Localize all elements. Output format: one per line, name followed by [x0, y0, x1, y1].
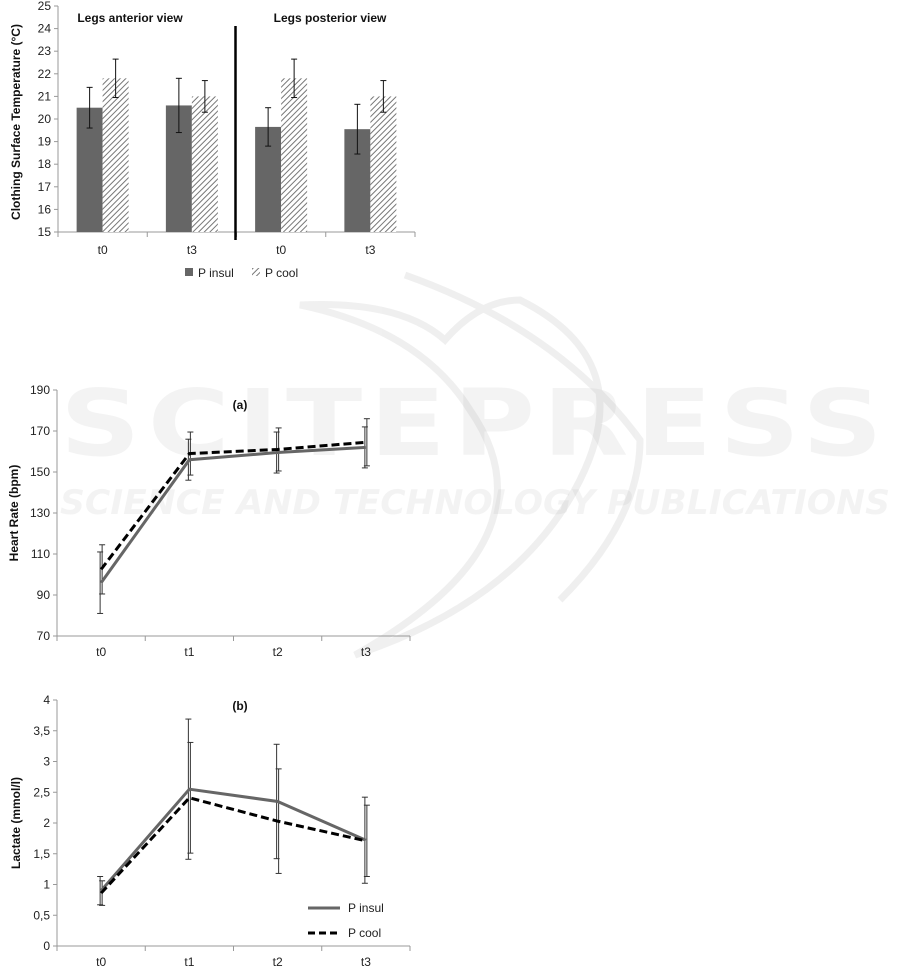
error-bar — [380, 80, 387, 113]
y-tick-label: 16 — [38, 202, 52, 216]
y-tick-label: 90 — [37, 588, 51, 602]
bars — [76, 78, 397, 233]
y-axis-title: Lactate (mmol/l) — [9, 777, 23, 869]
error-bar — [86, 86, 93, 129]
chart-title: (b) — [232, 699, 247, 713]
error-bar — [291, 58, 298, 99]
y-tick-label: 2,5 — [33, 785, 50, 799]
panel-label-anterior: Legs anterior view — [77, 11, 183, 25]
series-line-cool — [100, 796, 367, 895]
error-bar — [175, 77, 182, 134]
heart-rate-line-chart: Heart Rate (bpm) (a) 70 90 110 130 150 170 190… — [7, 383, 411, 659]
legend-swatch-insul — [185, 268, 193, 276]
axes — [53, 389, 411, 641]
y-tick-label: 15 — [38, 225, 52, 239]
y-tick-label: 19 — [38, 135, 52, 149]
error-bar — [201, 80, 208, 113]
bar-cool — [102, 78, 129, 232]
y-tick-label: 17 — [38, 180, 52, 194]
x-tick-label: t1 — [184, 955, 194, 969]
y-tick-label: 1 — [43, 878, 50, 892]
error-bar — [187, 741, 194, 854]
x-tick-label: t0 — [276, 243, 286, 257]
y-tick-label: 22 — [38, 67, 52, 81]
y-tick-label: 190 — [30, 383, 50, 397]
x-tick-label: t3 — [365, 243, 375, 257]
y-tick-label: 3 — [43, 755, 50, 769]
svg-text:SCIENCE AND TECHNOLOGY PUBLICA: SCIENCE AND TECHNOLOGY PUBLICATIONS — [60, 483, 890, 523]
x-tick-label: t0 — [96, 645, 106, 659]
y-axis-title: Heart Rate (bpm) — [7, 465, 21, 562]
y-tick-label: 3,5 — [33, 724, 50, 738]
clothing-temperature-bar-chart: Clothing Surface Temperature (°C) Legs a… — [9, 0, 416, 280]
x-tick-label: t0 — [96, 955, 106, 969]
y-tick-label: 130 — [30, 506, 50, 520]
error-bars — [97, 718, 370, 906]
legend-label-insul: P insul — [198, 266, 234, 280]
y-tick-label: 2 — [43, 816, 50, 830]
y-tick-label: 21 — [38, 89, 52, 103]
legend-swatch-cool — [252, 268, 260, 276]
tick-labels: 70 90 110 130 150 170 190 t0 t1 t2 t3 — [30, 383, 371, 659]
panel-label-posterior: Legs posterior view — [274, 11, 387, 25]
y-tick-label: 110 — [31, 547, 50, 561]
x-tick-label: t2 — [273, 645, 283, 659]
legend-label-insul: P insul — [348, 901, 384, 915]
error-bar — [363, 418, 370, 467]
series-line-insul — [99, 787, 367, 892]
y-tick-label: 23 — [38, 44, 52, 58]
chart-title: (a) — [233, 398, 248, 412]
error-bars — [97, 418, 370, 614]
x-tick-label: t1 — [184, 645, 194, 659]
axes — [53, 699, 411, 951]
bar-cool — [370, 96, 397, 233]
legend-label-cool: P cool — [348, 926, 381, 940]
y-tick-label: 1,5 — [33, 847, 50, 861]
x-tick-label: t3 — [361, 955, 371, 969]
y-tick-label: 18 — [38, 157, 52, 171]
y-tick-label: 150 — [30, 465, 50, 479]
series-lines — [99, 787, 367, 895]
error-bar — [112, 58, 119, 99]
bar-cool — [281, 78, 308, 232]
y-tick-label: 20 — [38, 112, 52, 126]
y-tick-label: 170 — [30, 424, 50, 438]
y-tick-label: 4 — [43, 693, 50, 707]
legend: P insul P cool — [308, 901, 384, 940]
y-tick-label: 0 — [43, 939, 50, 953]
error-bar — [265, 107, 272, 147]
y-axis-title: Clothing Surface Temperature (°C) — [9, 24, 23, 220]
y-tick-label: 0,5 — [33, 908, 50, 922]
error-bar — [354, 103, 361, 155]
series-lines — [99, 440, 366, 584]
bar-cool — [191, 96, 218, 233]
series-line-insul — [99, 445, 366, 584]
x-tick-label: t3 — [361, 645, 371, 659]
legend: P insul P cool — [185, 266, 298, 280]
x-tick-label: t3 — [187, 243, 197, 257]
error-bar — [363, 804, 370, 878]
error-bars — [86, 58, 387, 155]
tick-labels: 15 16 17 18 19 20 21 22 23 24 25 t0 t3 t0 t3 — [38, 0, 376, 257]
lactate-line-chart: Lactate (mmol/l) (b) 0 0,5 1 1,5 2 2,5 3 3,5 4 t0… — [9, 693, 411, 969]
x-tick-label: t0 — [98, 243, 108, 257]
x-tick-label: t2 — [273, 955, 283, 969]
legend-label-cool: P cool — [265, 266, 298, 280]
y-tick-label: 25 — [38, 0, 52, 13]
y-tick-label: 70 — [37, 629, 51, 643]
tick-labels: 0 0,5 1 1,5 2 2,5 3 3,5 4 t0 t1 t2 t3 — [33, 693, 371, 969]
y-tick-label: 24 — [38, 22, 52, 36]
series-line-cool — [99, 440, 366, 571]
